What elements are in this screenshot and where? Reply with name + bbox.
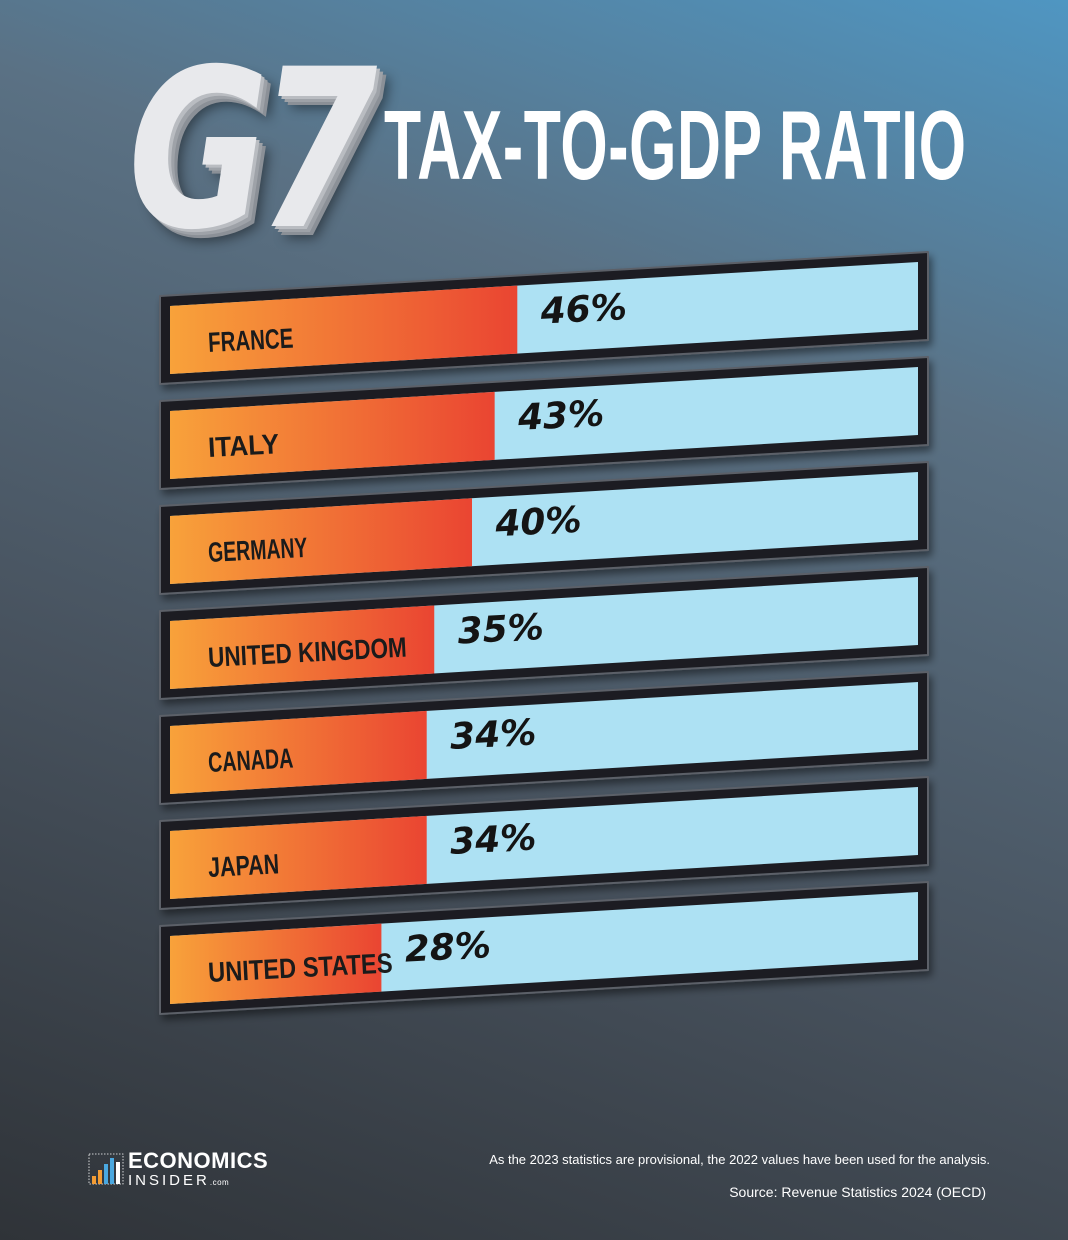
chart-title: TAX-TO-GDP RATIO bbox=[384, 90, 967, 200]
bar-category-label: GERMANY bbox=[207, 532, 308, 568]
bar-category-label: ITALY bbox=[207, 428, 280, 463]
bar-category-label: FRANCE bbox=[207, 323, 294, 358]
brand-subtitle: INSIDER.com bbox=[128, 1172, 229, 1189]
bar-value-label: 34% bbox=[449, 817, 537, 862]
bar-value-label: 40% bbox=[493, 500, 582, 546]
bar-value-label: 34% bbox=[449, 712, 537, 757]
bar-row-france: FRANCE 46% bbox=[159, 251, 929, 385]
bar-row-germany: GERMANY 40% bbox=[159, 461, 929, 595]
bar-fill bbox=[170, 605, 435, 689]
brand-subtitle-main: INSIDER bbox=[128, 1172, 210, 1189]
bar-value-label: 35% bbox=[457, 607, 545, 652]
bar-fill bbox=[170, 710, 427, 794]
bar-fill bbox=[170, 815, 427, 899]
bar-row-united-kingdom: UNITED KINGDOM 35% bbox=[159, 566, 929, 700]
economics-insider-logo-icon bbox=[88, 1153, 124, 1185]
bar-category-label: JAPAN bbox=[207, 848, 280, 883]
source-credit: Source: Revenue Statistics 2024 (OECD) bbox=[729, 1184, 986, 1200]
brand-name: ECONOMICS bbox=[128, 1148, 269, 1173]
brand-suffix: .com bbox=[209, 1178, 230, 1187]
bar-row-japan: JAPAN 34% bbox=[159, 776, 929, 910]
footnote: As the 2023 statistics are provisional, … bbox=[489, 1152, 990, 1167]
g7-heading: G7 bbox=[128, 22, 377, 278]
bar-value-label: 28% bbox=[404, 925, 492, 970]
bar-row-canada: CANADA 34% bbox=[159, 671, 929, 805]
bar-fill bbox=[170, 285, 518, 374]
bar-value-label: 46% bbox=[539, 287, 628, 333]
bar-fill bbox=[170, 391, 495, 479]
bar-row-italy: ITALY 43% bbox=[159, 356, 929, 490]
bar-category-label: CANADA bbox=[207, 743, 294, 778]
bar-value-label: 43% bbox=[516, 393, 605, 439]
bar-fill bbox=[170, 923, 382, 1004]
bar-fill bbox=[170, 498, 472, 584]
